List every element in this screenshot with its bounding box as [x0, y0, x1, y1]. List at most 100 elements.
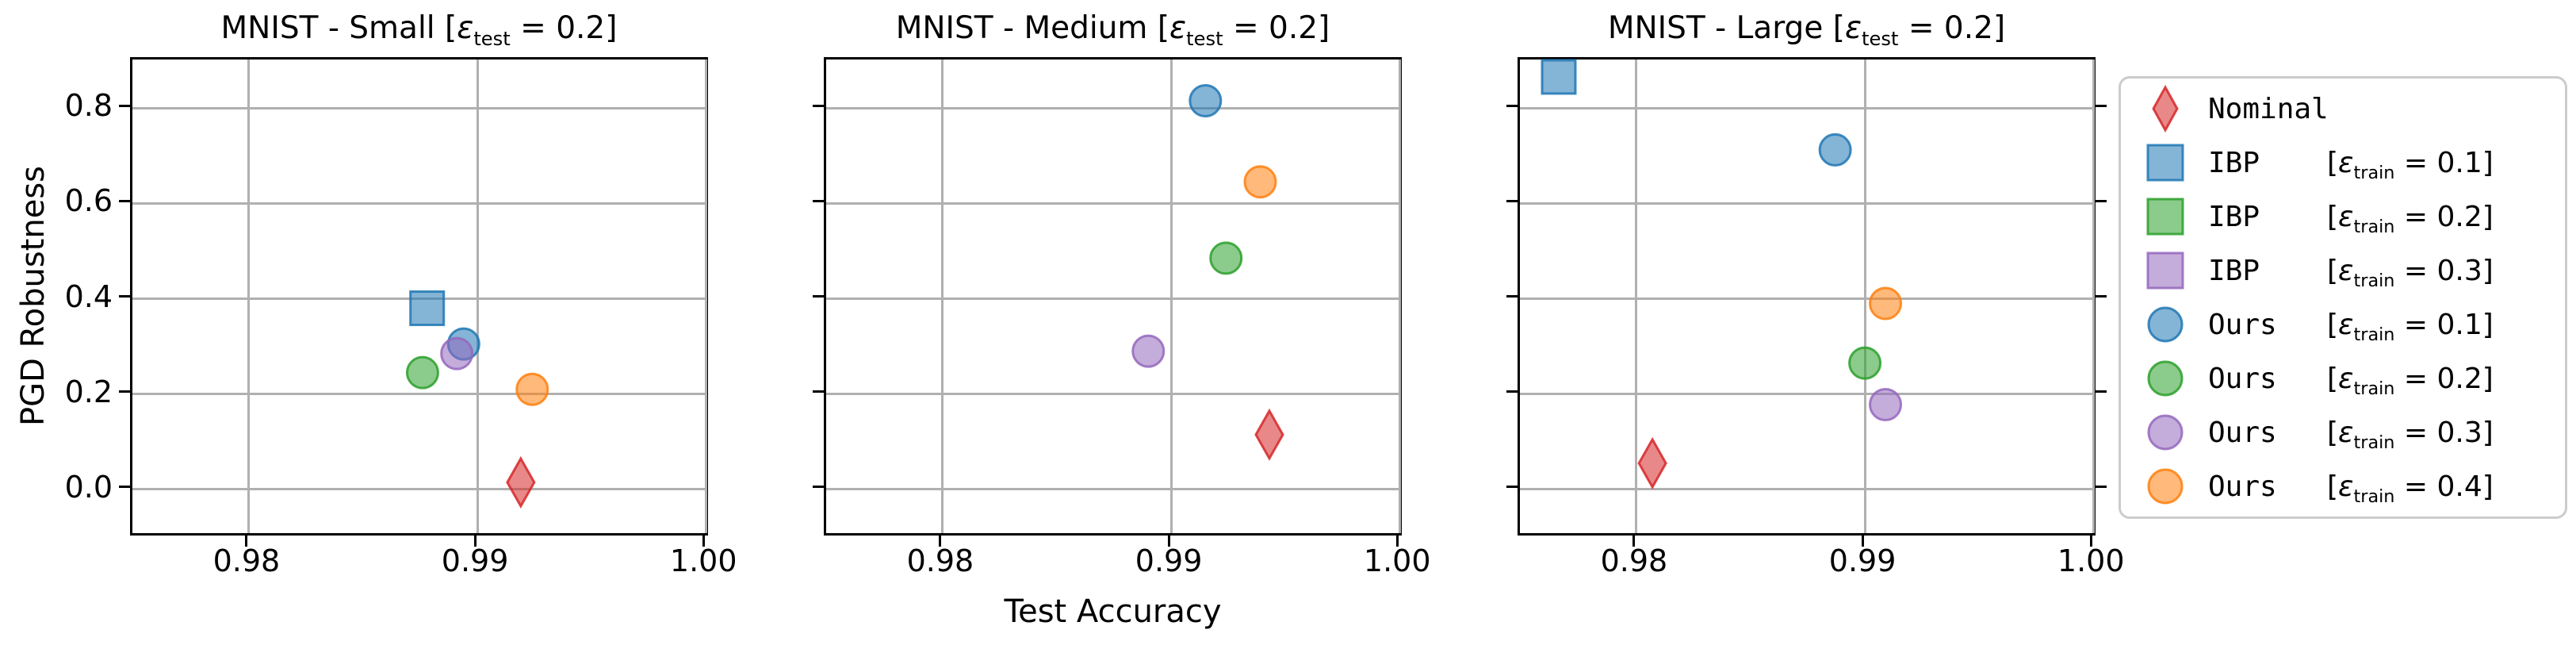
- y-tick-mark: [1506, 199, 1518, 202]
- gridline-y-0.6: [132, 202, 706, 205]
- gridline-y-0.0: [1520, 488, 2093, 491]
- x-tick-mark: [939, 536, 942, 547]
- y-tick-mark: [1506, 486, 1518, 489]
- gridline-y-0.4: [826, 298, 1399, 300]
- diamond-marker: [2152, 84, 2179, 133]
- legend-entry-ours-0.4: Ours [εtrain = 0.4]: [2121, 459, 2557, 513]
- gridline-y-0.6: [1520, 202, 2093, 205]
- subplot-axes-0: [130, 57, 708, 536]
- gridline-y-0.0: [826, 488, 1399, 491]
- gridline-y-0.8: [1520, 106, 2093, 109]
- scatter-layer: [1541, 59, 1903, 490]
- legend: Nominal IBP [εtrain = 0.1] IBP [εtrain = 0.2…: [2119, 76, 2567, 519]
- x-tick-mark: [702, 536, 705, 547]
- legend-eps-label: [εtrain = 0.2]: [2327, 201, 2494, 236]
- subplot-title-1: MNIST - Medium [εtest = 0.2]: [824, 6, 1402, 51]
- y-tick-mark: [1506, 390, 1518, 394]
- circle-marker: [2147, 414, 2184, 451]
- legend-eps-label: [εtrain = 0.1]: [2327, 308, 2494, 345]
- legend-label: Ours: [2208, 470, 2277, 503]
- x-tick-label: 1.00: [669, 543, 737, 578]
- legend-marker-cell: [2121, 353, 2208, 404]
- x-tick-mark: [2089, 536, 2092, 547]
- legend-entry-ibp-0.3: IBP [εtrain = 0.3]: [2121, 244, 2557, 298]
- subplot-title-text: MNIST - Medium: [895, 10, 1158, 46]
- gridline-y-0.2: [826, 393, 1399, 396]
- gridline-y-0.2: [132, 393, 706, 396]
- legend-entry-ibp-0.1: IBP [εtrain = 0.1]: [2121, 136, 2557, 190]
- legend-entry-ibp-0.2: IBP [εtrain = 0.2]: [2121, 190, 2557, 244]
- gridline-y-0.8: [826, 106, 1399, 109]
- y-tick-mark: [1506, 104, 1518, 107]
- y-tick-mark: [813, 486, 824, 489]
- y-tick-label: 0.6: [64, 183, 113, 219]
- legend-marker: [2147, 414, 2184, 451]
- circle-marker: [515, 372, 549, 406]
- circle-marker: [2147, 306, 2184, 343]
- x-tick-label: 1.00: [2057, 543, 2125, 578]
- y-tick-mark: [813, 199, 824, 202]
- x-tick-label: 0.98: [212, 543, 281, 578]
- x-axis-label: Test Accuracy: [1004, 593, 1222, 630]
- gridline-y-0.0: [132, 488, 706, 491]
- y-tick-label: 0.8: [64, 88, 113, 124]
- legend-label: Ours: [2208, 362, 2277, 395]
- circle-marker: [2147, 468, 2184, 505]
- y-tick-mark: [119, 295, 130, 298]
- y-tick-mark: [813, 390, 824, 394]
- y-tick-mark: [119, 199, 130, 202]
- gridline-x-0.98: [1635, 60, 1638, 533]
- y-tick-mark-right: [2096, 295, 2107, 298]
- gridline-x-0.98: [941, 60, 944, 533]
- y-tick-mark-right: [2096, 486, 2107, 489]
- legend-marker-cell: [2121, 299, 2208, 350]
- circle-marker: [1131, 334, 1166, 368]
- subplot-axes-1: [824, 57, 1402, 536]
- legend-entry-ours-0.3: Ours [εtrain = 0.3]: [2121, 405, 2557, 459]
- legend-label: Ours: [2208, 308, 2277, 341]
- legend-eps-label: [εtrain = 0.4]: [2327, 470, 2494, 505]
- y-tick-mark: [119, 390, 130, 394]
- circle-marker: [1869, 387, 1903, 421]
- square-marker: [2146, 144, 2184, 182]
- epsilon-annotation: [εtrain = 0.3]: [2327, 254, 2494, 291]
- legend-label: IBP: [2208, 200, 2260, 233]
- circle-marker: [1869, 286, 1903, 321]
- legend-eps-label: [εtrain = 0.3]: [2327, 417, 2494, 451]
- legend-marker-cell: [2121, 407, 2208, 458]
- legend-marker: [2147, 306, 2184, 343]
- epsilon-annotation: [εtrain = 0.2]: [2327, 362, 2494, 399]
- legend-marker: [2147, 468, 2184, 505]
- subplot-title-text: MNIST - Large: [1607, 10, 1833, 46]
- scatter-layer: [405, 290, 549, 509]
- legend-marker: [2152, 84, 2179, 133]
- subplot-title-0: MNIST - Small [εtest = 0.2]: [130, 6, 708, 51]
- y-tick-mark: [813, 295, 824, 298]
- gridline-x-1.00: [704, 60, 707, 533]
- legend-entry-ours-0.2: Ours [εtrain = 0.2]: [2121, 351, 2557, 405]
- gridline-y-0.6: [826, 202, 1399, 205]
- epsilon-annotation: [εtrain = 0.1]: [2327, 308, 2494, 345]
- x-tick-mark: [1167, 536, 1170, 547]
- y-tick-mark-right: [2096, 199, 2107, 202]
- subplot-title-2: MNIST - Large [εtest = 0.2]: [1518, 6, 2096, 51]
- x-tick-label: 0.99: [1828, 543, 1897, 578]
- y-tick-label: 0.2: [64, 374, 113, 409]
- x-tick-label: 0.99: [441, 543, 509, 578]
- y-tick-mark: [119, 104, 130, 107]
- legend-marker-cell: [2121, 245, 2208, 296]
- diamond-marker: [506, 455, 536, 509]
- square-marker: [409, 290, 446, 327]
- subplot-title-text: MNIST - Small: [220, 10, 446, 46]
- epsilon-annotation: [εtest = 0.2]: [1157, 10, 1330, 50]
- epsilon-annotation: [εtest = 0.2]: [1832, 10, 2006, 50]
- legend-marker-cell: [2121, 461, 2208, 512]
- legend-marker: [2146, 198, 2184, 236]
- y-tick-mark: [813, 104, 824, 107]
- square-marker: [2146, 251, 2184, 290]
- circle-marker: [1209, 241, 1243, 275]
- legend-marker-cell: [2121, 137, 2208, 188]
- gridline-y-0.4: [1520, 298, 2093, 300]
- epsilon-annotation: [εtest = 0.2]: [445, 10, 618, 50]
- legend-label: Nominal: [2208, 92, 2329, 125]
